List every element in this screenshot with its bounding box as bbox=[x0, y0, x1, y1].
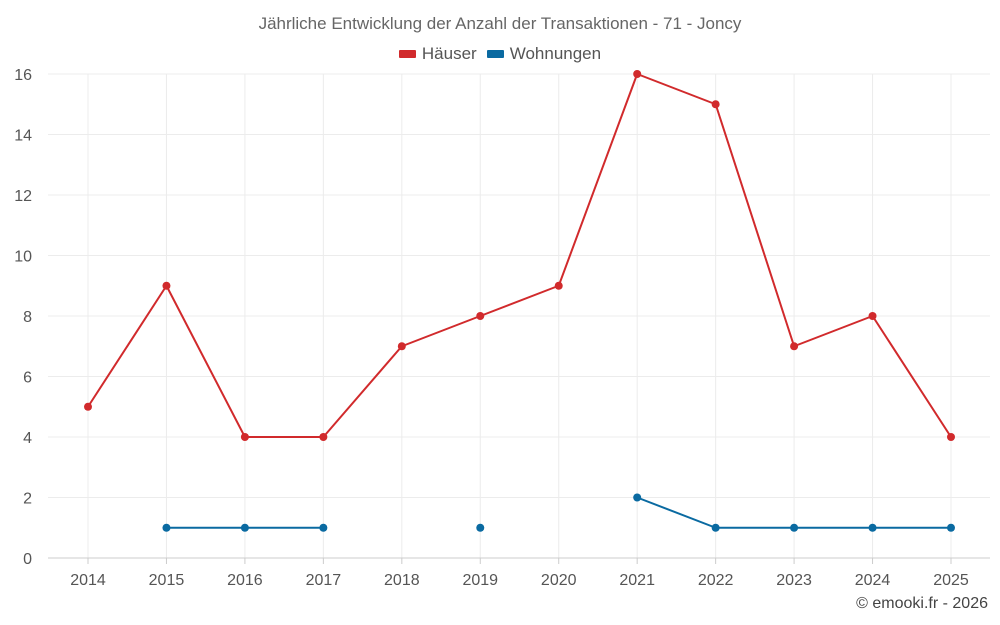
legend-swatch-wohnungen bbox=[486, 50, 504, 58]
y-tick-label-16: 16 bbox=[14, 67, 32, 84]
series-0-line-segment-0 bbox=[87, 73, 952, 438]
x-tick-label-2023: 2023 bbox=[776, 572, 812, 589]
x-tick-label-2017: 2017 bbox=[306, 572, 342, 589]
series-1-point-2021 bbox=[633, 493, 642, 502]
legend-item-haeuser[interactable]: Häuser bbox=[398, 44, 477, 64]
x-tick-label-2015: 2015 bbox=[149, 572, 185, 589]
x-tick-label-2021: 2021 bbox=[619, 572, 655, 589]
x-tick-label-2025: 2025 bbox=[933, 572, 969, 589]
series-1-point-2017 bbox=[319, 523, 328, 532]
series-0-point-2020 bbox=[554, 281, 563, 290]
series-0-point-2022 bbox=[711, 100, 720, 109]
x-tick-label-2016: 2016 bbox=[227, 572, 263, 589]
series-1-point-2023 bbox=[790, 523, 799, 532]
series-1-point-2016 bbox=[240, 523, 249, 532]
copyright-text: © emooki.fr - 2026 bbox=[856, 595, 988, 612]
y-tick-label-12: 12 bbox=[14, 188, 32, 205]
series-0-point-2025 bbox=[947, 433, 955, 441]
series-0-point-2021 bbox=[633, 70, 642, 78]
series-0-point-2024 bbox=[868, 312, 877, 320]
series-0-point-2019 bbox=[476, 312, 485, 320]
legend-swatch-haeuser bbox=[398, 50, 416, 58]
x-tick-label-2024: 2024 bbox=[855, 572, 891, 589]
legend: Häuser Wohnungen bbox=[0, 44, 1000, 64]
x-tick-label-2018: 2018 bbox=[384, 572, 420, 589]
x-tick-label-2014: 2014 bbox=[70, 572, 106, 589]
chart-title: Jährliche Entwicklung der Anzahl der Tra… bbox=[258, 14, 742, 33]
y-tick-label-10: 10 bbox=[14, 249, 32, 266]
series-1-point-2024 bbox=[868, 523, 877, 532]
series-0-point-2017 bbox=[319, 433, 328, 441]
y-tick-label-0: 0 bbox=[23, 551, 32, 568]
y-tick-label-4: 4 bbox=[23, 430, 32, 447]
x-tick-label-2019: 2019 bbox=[462, 572, 498, 589]
x-tick-label-2020: 2020 bbox=[541, 572, 577, 589]
series-0-point-2018 bbox=[397, 342, 406, 351]
y-tick-label-2: 2 bbox=[23, 491, 32, 508]
series-1-point-2015 bbox=[162, 523, 171, 532]
series-1-point-2025 bbox=[947, 523, 955, 532]
x-tick-label-2022: 2022 bbox=[698, 572, 734, 589]
series-0-point-2016 bbox=[240, 433, 249, 441]
legend-label-wohnungen: Wohnungen bbox=[509, 44, 602, 63]
series-1-point-2022 bbox=[711, 523, 720, 532]
y-tick-label-6: 6 bbox=[23, 370, 32, 387]
series-1-point-2019 bbox=[476, 523, 485, 532]
series-0-point-2023 bbox=[790, 342, 799, 351]
series-0-point-2014 bbox=[84, 402, 92, 411]
series-0-point-2015 bbox=[162, 281, 171, 290]
legend-label-haeuser: Häuser bbox=[421, 44, 477, 63]
y-tick-label-14: 14 bbox=[14, 128, 32, 145]
legend-item-wohnungen[interactable]: Wohnungen bbox=[486, 44, 602, 64]
y-tick-label-8: 8 bbox=[23, 309, 32, 326]
